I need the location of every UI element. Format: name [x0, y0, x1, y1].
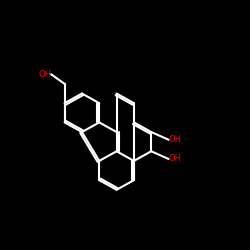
- Text: OH: OH: [168, 154, 181, 164]
- Text: OH: OH: [38, 70, 51, 79]
- Text: OH: OH: [168, 135, 181, 144]
